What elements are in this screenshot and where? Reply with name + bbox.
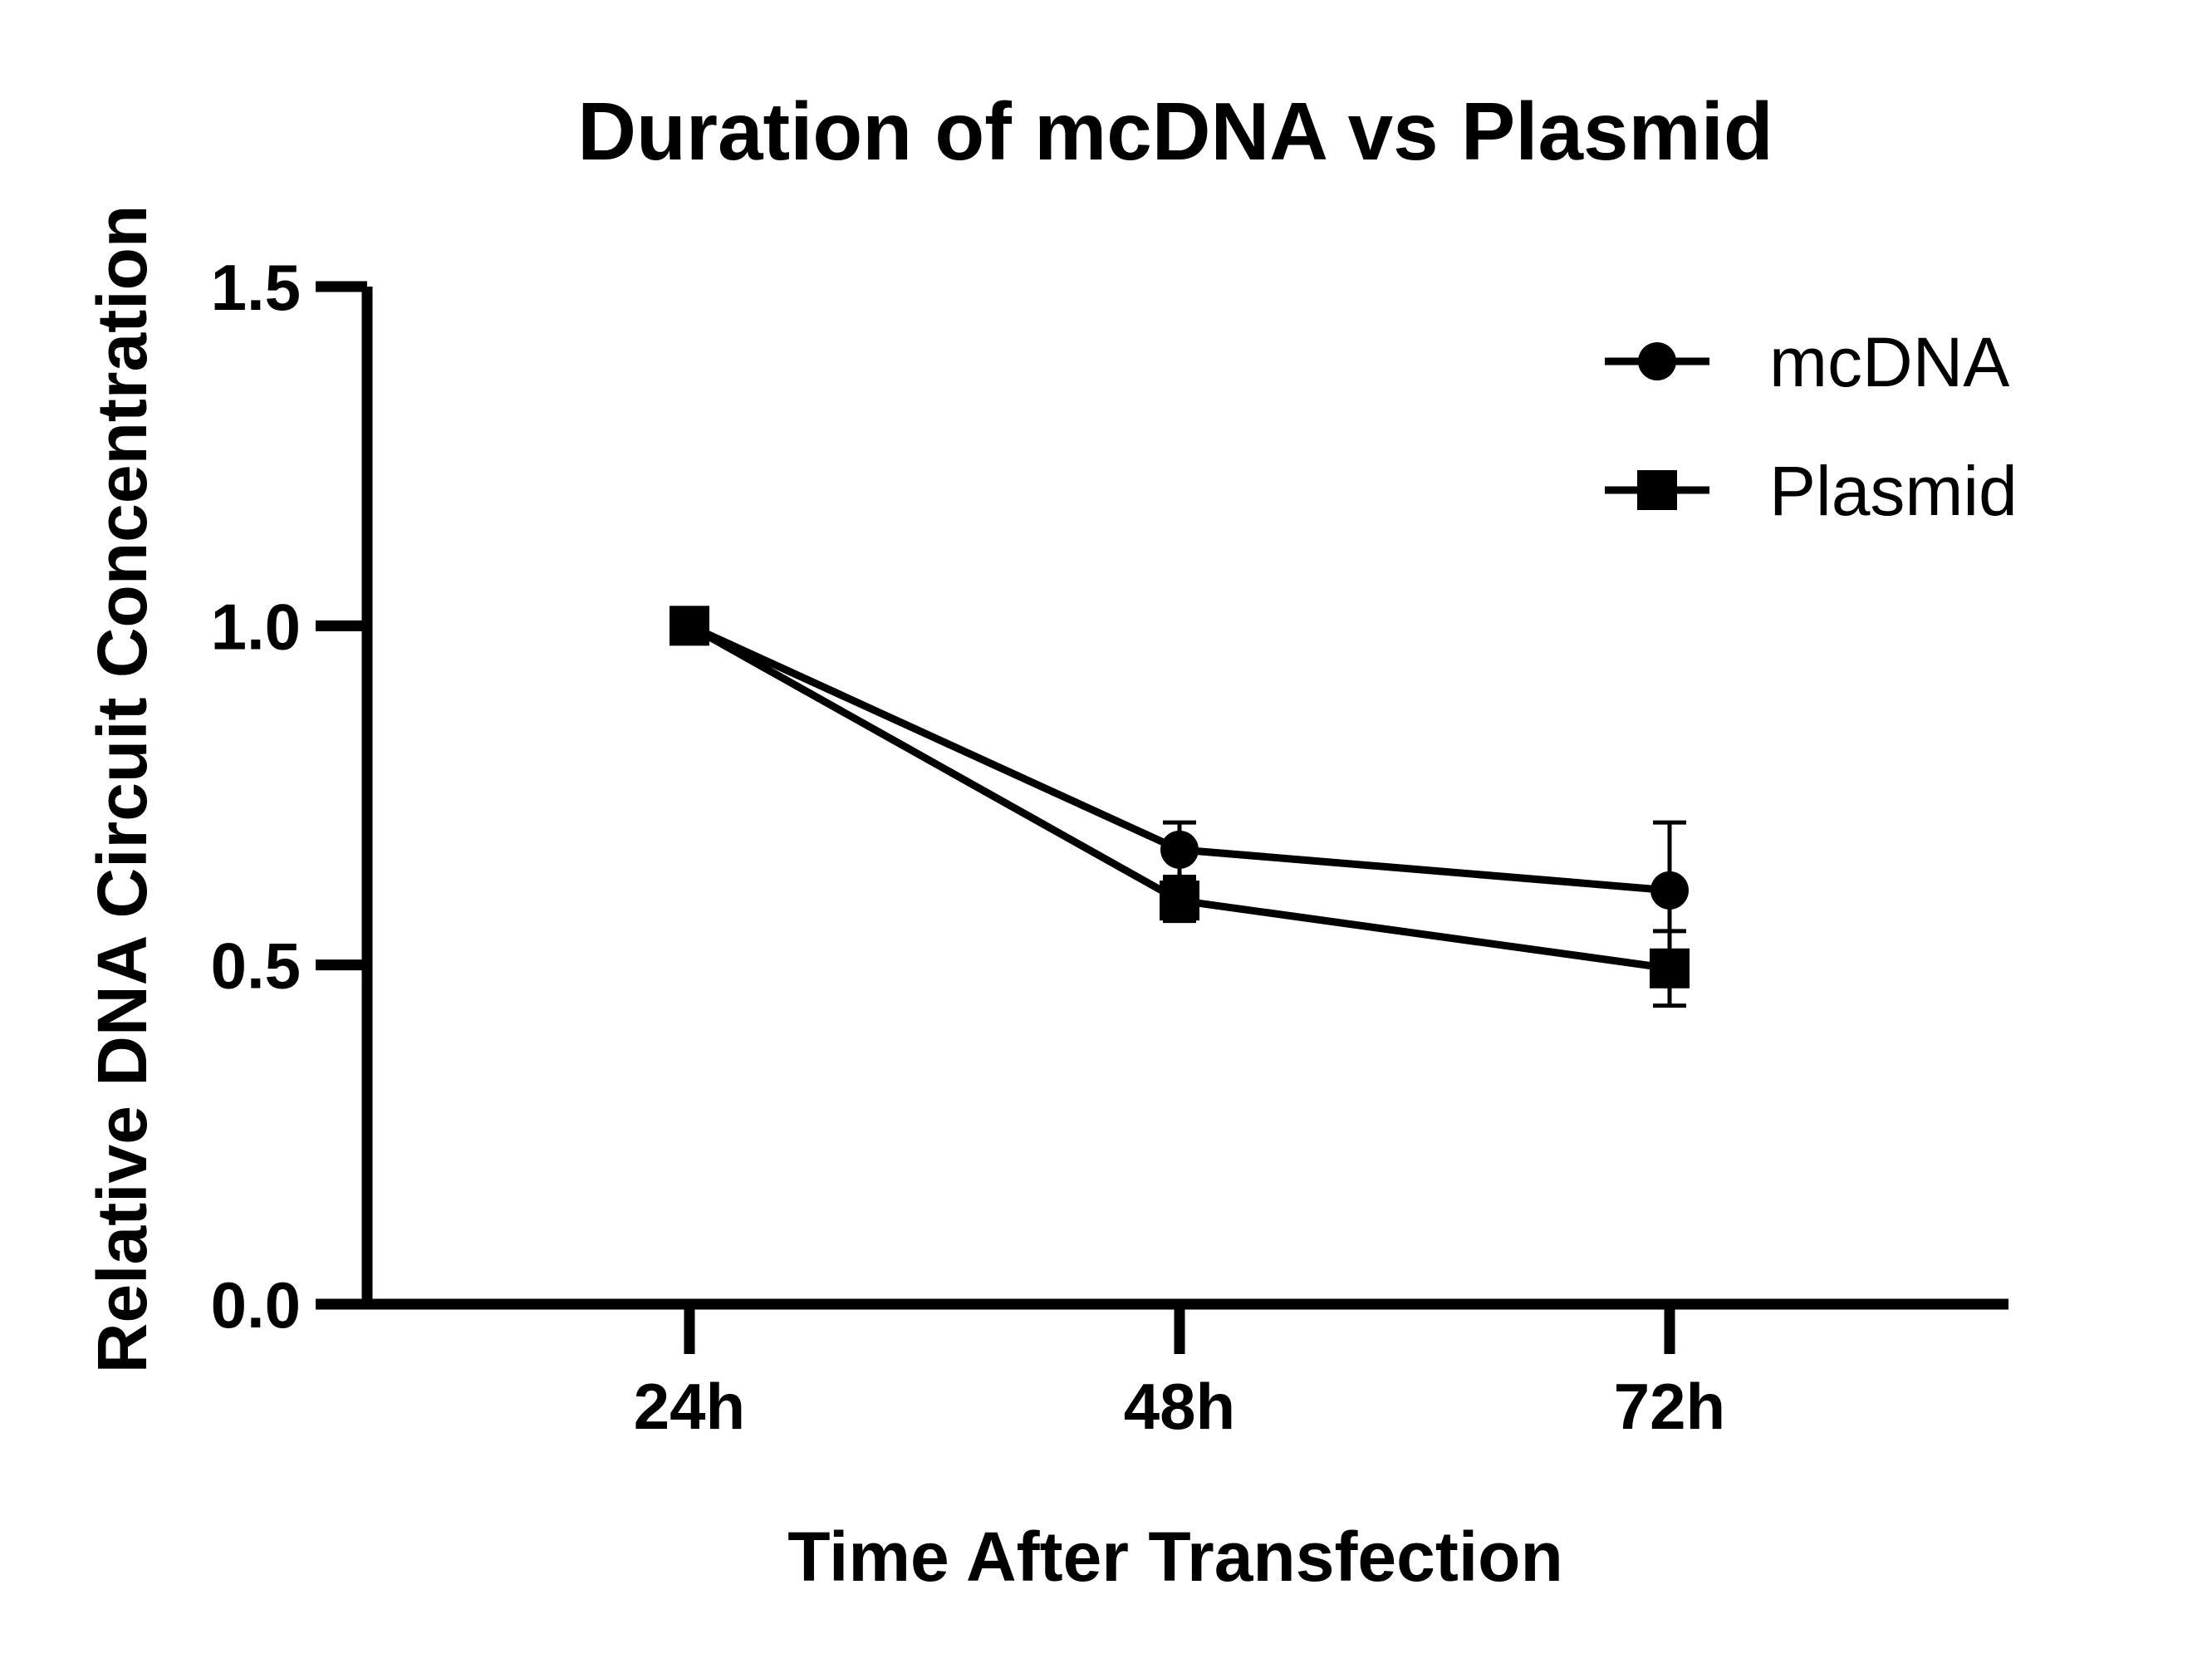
y-axis-ticks: 0.0 0.5 1.0 1.5 <box>211 251 367 1342</box>
y-tick-label: 0.0 <box>211 1268 301 1342</box>
legend-label: Plasmid <box>1769 452 2018 530</box>
legend-marker <box>1637 470 1677 510</box>
data-point <box>669 606 709 646</box>
x-tick-label: 72h <box>1614 1370 1725 1443</box>
data-point <box>1650 948 1690 989</box>
legend-item: mcDNA <box>1605 323 2009 401</box>
legend-label: mcDNA <box>1769 323 2009 401</box>
y-tick-label: 1.5 <box>211 251 301 324</box>
x-axis-label: Time After Transfection <box>787 1518 1563 1596</box>
data-point <box>1160 881 1199 921</box>
series-plasmid <box>669 606 1690 1008</box>
legend-item: Plasmid <box>1605 452 2018 530</box>
data-point <box>1160 830 1199 869</box>
legend: mcDNA Plasmid <box>1605 323 2018 530</box>
y-tick-label: 1.0 <box>211 590 301 663</box>
plot-series <box>669 606 1690 1008</box>
chart-title: Duration of mcDNA vs Plasmid <box>577 86 1773 177</box>
y-axis-label: Relative DNA Circuit Concentration <box>83 205 161 1373</box>
x-tick-label: 48h <box>1124 1370 1235 1443</box>
data-point <box>1650 871 1689 910</box>
legend-marker <box>1638 342 1676 380</box>
x-axis-ticks: 24h 48h 72h <box>634 1304 1725 1443</box>
x-tick-label: 24h <box>634 1370 745 1443</box>
y-tick-label: 0.5 <box>211 930 301 1003</box>
